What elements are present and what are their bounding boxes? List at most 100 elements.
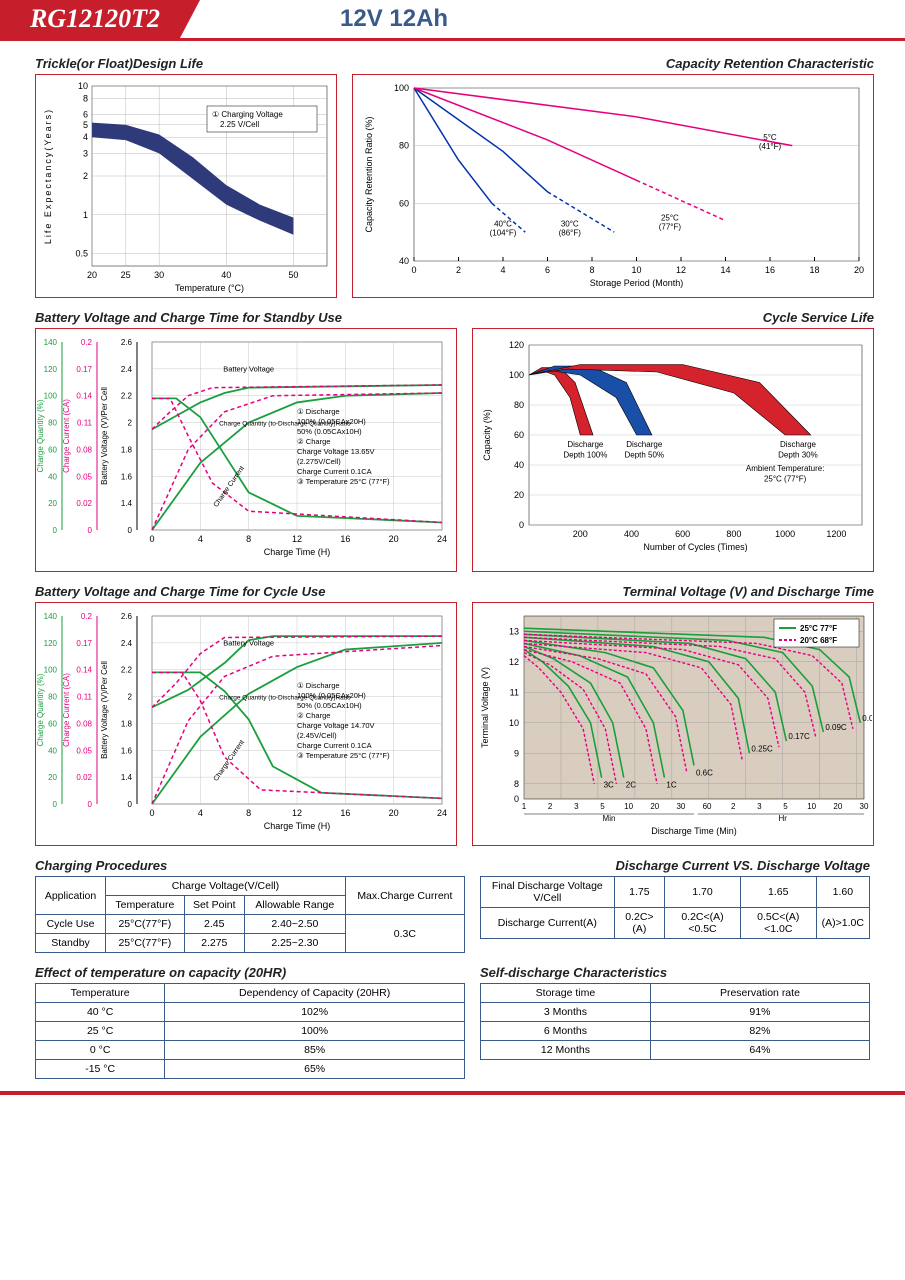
svg-text:0: 0: [128, 800, 133, 809]
svg-text:Charge Current (CA): Charge Current (CA): [62, 399, 71, 473]
chart3-panel: 0481216202402040608010012014000.020.050.…: [35, 328, 457, 572]
svg-text:10: 10: [78, 81, 88, 91]
svg-text:Capacity Retention Ratio (%): Capacity Retention Ratio (%): [364, 116, 374, 232]
svg-text:12: 12: [292, 808, 302, 818]
svg-text:0.17C: 0.17C: [788, 732, 810, 741]
table3-title: Effect of temperature on capacity (20HR): [35, 965, 465, 980]
svg-text:100: 100: [394, 83, 409, 93]
chart5-panel: 0481216202402040608010012014000.020.050.…: [35, 602, 457, 846]
svg-text:100% (0.05CAx20H): 100% (0.05CAx20H): [297, 691, 366, 700]
svg-text:0: 0: [519, 520, 524, 530]
svg-text:0.14: 0.14: [76, 666, 92, 675]
svg-text:20: 20: [87, 270, 97, 280]
chart2-panel: 4060801000246810121416182040°C(104°F)30°…: [352, 74, 874, 298]
svg-text:① Charging Voltage: ① Charging Voltage: [212, 110, 283, 119]
svg-text:0.11: 0.11: [77, 693, 93, 702]
svg-text:(86°F): (86°F): [559, 228, 582, 237]
svg-text:600: 600: [675, 529, 690, 539]
svg-text:2.25 V/Cell: 2.25 V/Cell: [220, 120, 259, 129]
svg-text:Min: Min: [603, 814, 616, 823]
svg-text:80: 80: [399, 141, 409, 151]
svg-text:8: 8: [514, 779, 519, 789]
svg-text:2.4: 2.4: [121, 639, 133, 648]
svg-text:0: 0: [149, 534, 154, 544]
svg-text:800: 800: [726, 529, 741, 539]
svg-text:Depth 50%: Depth 50%: [624, 451, 664, 460]
svg-text:8: 8: [83, 93, 88, 103]
svg-text:0.09C: 0.09C: [825, 723, 847, 732]
svg-text:2.2: 2.2: [121, 666, 133, 675]
svg-text:1: 1: [83, 210, 88, 220]
svg-text:20: 20: [650, 802, 659, 811]
svg-text:Temperature (°C): Temperature (°C): [175, 283, 244, 293]
svg-text:3: 3: [757, 802, 762, 811]
svg-text:Battery Voltage: Battery Voltage: [223, 365, 274, 374]
svg-text:50% (0.05CAx10H): 50% (0.05CAx10H): [297, 701, 362, 710]
discharge-table: Final Discharge Voltage V/Cell1.751.701.…: [480, 876, 870, 939]
svg-text:100% (0.05CAx20H): 100% (0.05CAx20H): [297, 417, 366, 426]
svg-text:Life Expectancy(Years): Life Expectancy(Years): [43, 108, 53, 244]
svg-text:2: 2: [456, 265, 461, 275]
chart3-title: Battery Voltage and Charge Time for Stan…: [35, 310, 457, 325]
svg-text:② Charge: ② Charge: [297, 437, 330, 446]
svg-text:Discharge Time (Min): Discharge Time (Min): [651, 826, 737, 836]
svg-text:③ Temperature 25°C (77°F): ③ Temperature 25°C (77°F): [297, 477, 390, 486]
svg-text:10: 10: [509, 718, 519, 728]
svg-text:13: 13: [509, 626, 519, 636]
chart1-panel: 0.51234568102025304050① Charging Voltage…: [35, 74, 337, 298]
svg-text:400: 400: [624, 529, 639, 539]
chart6-panel: 891011121303C2C1C0.6C0.25C0.17C0.09C0.05…: [472, 602, 874, 846]
svg-text:0.17: 0.17: [76, 365, 92, 374]
svg-text:Charge Quantity (%): Charge Quantity (%): [37, 399, 45, 472]
svg-text:2.6: 2.6: [121, 612, 133, 621]
svg-text:0: 0: [149, 808, 154, 818]
svg-text:200: 200: [573, 529, 588, 539]
svg-text:1.6: 1.6: [121, 746, 133, 755]
svg-text:(41°F): (41°F): [759, 142, 782, 151]
svg-text:③ Temperature 25°C (77°F): ③ Temperature 25°C (77°F): [297, 751, 390, 760]
svg-text:11: 11: [510, 687, 519, 697]
svg-text:0: 0: [514, 794, 519, 804]
svg-text:Charge Quantity (%): Charge Quantity (%): [37, 673, 45, 746]
svg-text:① Discharge: ① Discharge: [297, 407, 340, 416]
svg-text:30: 30: [154, 270, 164, 280]
svg-text:80: 80: [514, 400, 524, 410]
svg-text:Depth 100%: Depth 100%: [563, 451, 607, 460]
svg-text:4: 4: [83, 132, 88, 142]
svg-text:9: 9: [514, 748, 519, 758]
svg-text:(2.275V/Cell): (2.275V/Cell): [297, 457, 341, 466]
svg-text:3: 3: [574, 802, 579, 811]
svg-text:0.05: 0.05: [76, 746, 92, 755]
self-discharge-table: Storage timePreservation rate3 Months91%…: [480, 983, 870, 1060]
svg-text:1200: 1200: [826, 529, 846, 539]
svg-text:2.4: 2.4: [121, 365, 133, 374]
svg-text:Charge Current (CA): Charge Current (CA): [62, 673, 71, 747]
svg-text:120: 120: [44, 365, 58, 374]
header: RG12120T2 12V 12Ah: [0, 0, 905, 41]
svg-text:5: 5: [783, 802, 788, 811]
svg-text:Charge Time (H): Charge Time (H): [264, 547, 331, 557]
svg-text:Discharge: Discharge: [780, 440, 817, 449]
svg-text:Battery Voltage (V)/Per Cell: Battery Voltage (V)/Per Cell: [100, 661, 109, 759]
svg-text:0.14: 0.14: [76, 392, 92, 401]
svg-text:Storage Period (Month): Storage Period (Month): [590, 278, 684, 288]
svg-text:(77°F): (77°F): [659, 223, 682, 232]
svg-text:40°C: 40°C: [494, 219, 512, 228]
svg-text:2.6: 2.6: [121, 338, 133, 347]
svg-text:0.05: 0.05: [76, 472, 92, 481]
svg-text:1.6: 1.6: [121, 472, 133, 481]
svg-text:Capacity (%): Capacity (%): [482, 409, 492, 461]
svg-text:10: 10: [624, 802, 633, 811]
svg-text:0.05C: 0.05C: [862, 714, 872, 723]
svg-text:30°C: 30°C: [561, 219, 579, 228]
svg-text:Battery Voltage (V)/Per Cell: Battery Voltage (V)/Per Cell: [100, 387, 109, 485]
svg-text:Depth 30%: Depth 30%: [778, 451, 818, 460]
svg-text:Charge Voltage 14.70V: Charge Voltage 14.70V: [297, 721, 375, 730]
table1-title: Charging Procedures: [35, 858, 465, 873]
svg-text:5: 5: [600, 802, 605, 811]
svg-text:80: 80: [48, 693, 57, 702]
svg-text:60: 60: [48, 445, 57, 454]
svg-text:8: 8: [246, 534, 251, 544]
svg-text:② Charge: ② Charge: [297, 711, 330, 720]
chart4-title: Cycle Service Life: [472, 310, 874, 325]
